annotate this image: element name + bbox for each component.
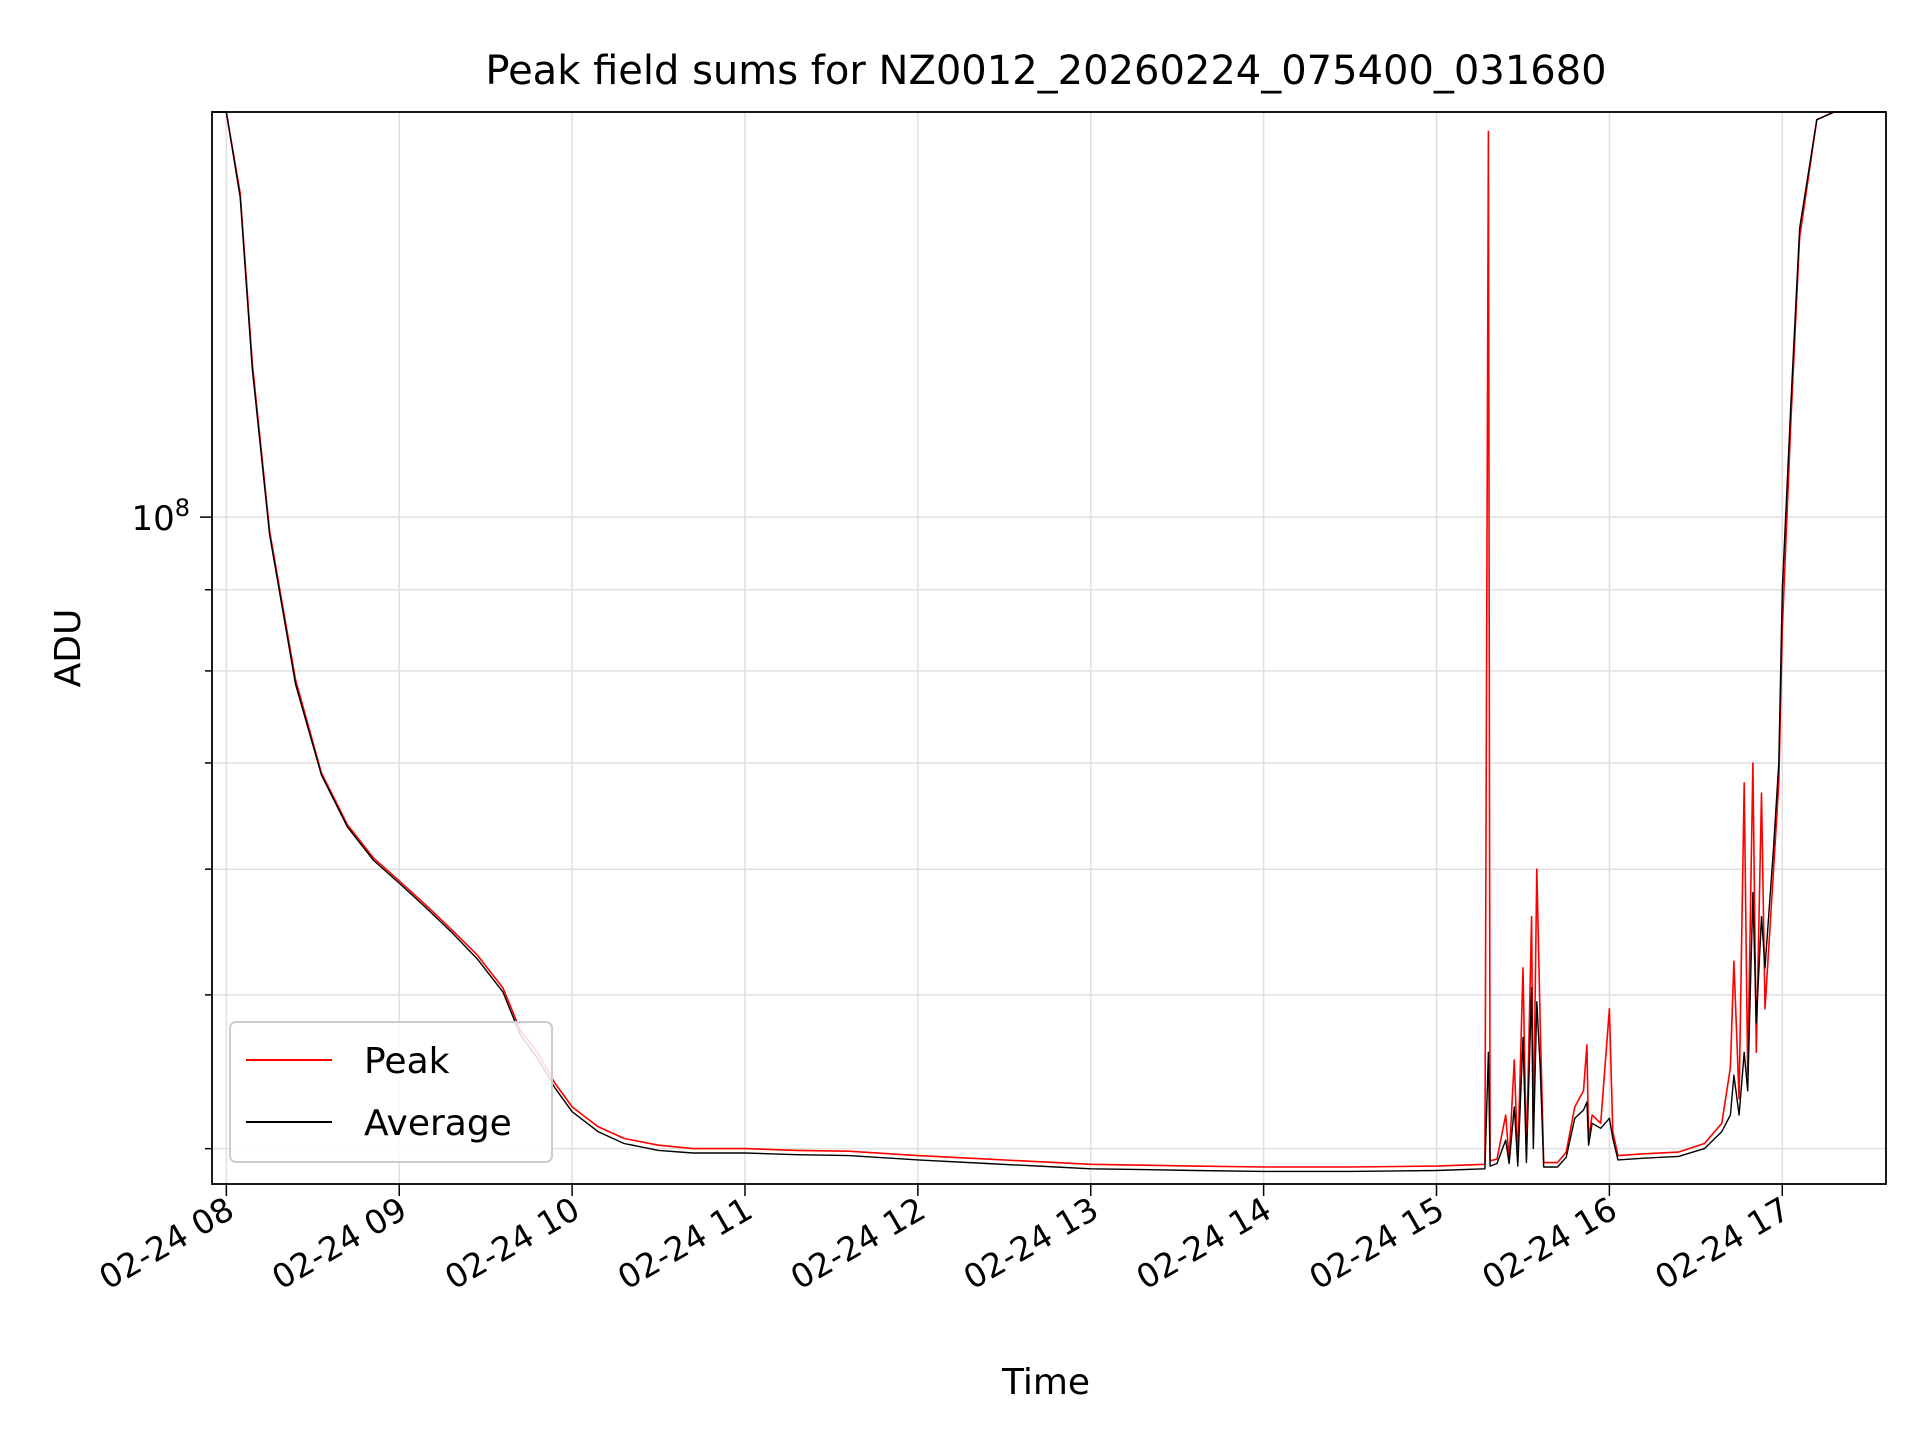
chart-title: Peak field sums for NZ0012_20260224_0754… [485,48,1606,94]
y-axis: 108 [131,494,212,1150]
legend-peak-label: Peak [364,1041,450,1082]
series-line-peak [212,111,1886,1168]
series-line-average [212,111,1886,1173]
grid [212,112,1886,1184]
x-axis-label: Time [1001,1362,1090,1403]
legend-average-label: Average [364,1103,512,1144]
series-group [212,111,1886,1173]
plot-frame [211,111,1887,1185]
legend-box [229,1021,553,1163]
y-axis-label: ADU [48,609,89,688]
y-tick-label: 108 [131,494,190,539]
legend: Peak Average [229,1021,553,1163]
